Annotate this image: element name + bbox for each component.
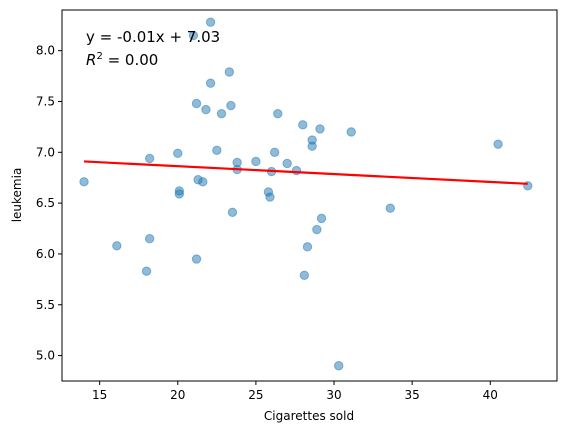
data-point bbox=[265, 192, 275, 202]
data-point bbox=[316, 213, 327, 224]
data-point bbox=[282, 158, 292, 169]
data-point bbox=[302, 242, 313, 252]
data-point bbox=[307, 141, 317, 151]
data-point bbox=[227, 207, 238, 217]
x-tick-label: 15 bbox=[92, 388, 107, 402]
x-axis-label: Cigarettes sold bbox=[264, 409, 354, 423]
data-point bbox=[346, 127, 356, 137]
regression-line bbox=[83, 160, 528, 185]
data-point bbox=[385, 203, 395, 213]
r-squared-exponent: 2 bbox=[96, 51, 102, 62]
data-point bbox=[226, 100, 236, 111]
y-axis-label: leukemia bbox=[10, 168, 24, 223]
r-squared-value: = 0.00 bbox=[103, 51, 159, 69]
data-point bbox=[198, 177, 208, 187]
data-point bbox=[273, 108, 283, 119]
data-point bbox=[212, 145, 222, 155]
plot-area bbox=[79, 17, 533, 371]
data-point bbox=[269, 147, 280, 158]
y-tick-label: 8.0 bbox=[36, 44, 55, 58]
r-squared-annotation: R2 = 0.00 bbox=[86, 51, 158, 69]
data-point bbox=[188, 30, 199, 41]
r-squared-symbol: R bbox=[86, 51, 96, 69]
x-tick-label: 25 bbox=[248, 388, 263, 402]
y-tick-label: 5.0 bbox=[36, 349, 55, 363]
data-point bbox=[216, 108, 227, 119]
y-tick-label: 7.5 bbox=[36, 94, 55, 108]
data-point bbox=[112, 241, 122, 251]
data-point bbox=[493, 139, 503, 149]
equation-annotation: y = -0.01x + 7.03 bbox=[86, 28, 220, 46]
data-point bbox=[334, 361, 344, 371]
data-point bbox=[299, 270, 310, 280]
x-tick-label: 35 bbox=[405, 388, 420, 402]
data-point bbox=[144, 153, 155, 164]
data-point bbox=[298, 120, 308, 130]
x-tick-label: 20 bbox=[170, 388, 185, 402]
data-point bbox=[312, 224, 322, 235]
x-tick-label: 40 bbox=[483, 388, 498, 402]
data-point bbox=[141, 266, 152, 276]
data-point bbox=[201, 104, 211, 115]
x-tick-label: 30 bbox=[326, 388, 341, 402]
data-point bbox=[191, 98, 202, 109]
plot-frame bbox=[61, 9, 558, 382]
y-tick-label: 7.0 bbox=[36, 145, 55, 159]
data-point bbox=[79, 177, 89, 187]
y-tick-label: 6.5 bbox=[36, 196, 55, 210]
data-point bbox=[205, 17, 216, 27]
data-point bbox=[315, 124, 325, 134]
axes: 15 20 25 30 35 40 5.0 5.5 6.0 6.5 7.0 7.5 8.0 bbox=[36, 9, 558, 402]
data-point bbox=[173, 148, 183, 159]
y-tick-label: 6.0 bbox=[36, 247, 55, 261]
data-point bbox=[144, 234, 155, 244]
data-point bbox=[191, 254, 202, 264]
data-point bbox=[205, 78, 216, 88]
data-point bbox=[251, 156, 261, 167]
data-point bbox=[224, 67, 235, 77]
data-point bbox=[291, 165, 302, 176]
y-tick-label: 5.5 bbox=[36, 298, 55, 312]
data-point bbox=[174, 189, 185, 199]
